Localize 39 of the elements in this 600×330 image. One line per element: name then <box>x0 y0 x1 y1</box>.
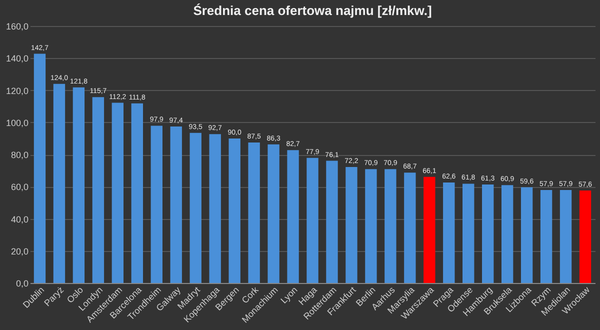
bar <box>346 167 358 283</box>
bar <box>443 182 455 283</box>
y-tick-label: 20,0 <box>10 246 28 256</box>
bar <box>287 150 299 283</box>
bar <box>72 87 85 283</box>
bar <box>209 134 221 283</box>
bar <box>482 184 494 283</box>
bar <box>326 160 338 283</box>
bar <box>268 144 280 283</box>
bar <box>540 190 552 283</box>
y-tick-label: 140,0 <box>6 54 28 64</box>
bar <box>190 132 202 283</box>
bar <box>306 158 318 283</box>
bar <box>462 184 474 283</box>
bar <box>228 138 240 283</box>
bar <box>53 84 66 283</box>
y-tick-label: 0,0 <box>16 278 28 288</box>
bar <box>112 102 124 283</box>
bar <box>579 190 592 283</box>
bar <box>170 126 182 283</box>
y-tick-label: 60,0 <box>10 182 28 192</box>
y-tick-label: 80,0 <box>10 150 28 160</box>
bar <box>560 190 572 283</box>
y-tick-label: 160,0 <box>6 22 28 32</box>
bar <box>501 185 514 283</box>
y-tick-label: 100,0 <box>6 118 28 128</box>
bar <box>131 103 143 283</box>
bar <box>384 169 396 283</box>
bar <box>92 97 104 283</box>
bar <box>34 54 46 283</box>
y-tick-label: 120,0 <box>6 86 28 96</box>
bar <box>150 126 162 283</box>
bar <box>248 142 260 283</box>
bar <box>520 187 533 283</box>
bar <box>424 176 436 283</box>
bar <box>365 169 377 283</box>
chart-title: Średnia cena ofertowa najmu [zł/mkw.] <box>193 3 432 18</box>
y-tick-label: 40,0 <box>10 214 28 224</box>
bar <box>404 172 416 283</box>
